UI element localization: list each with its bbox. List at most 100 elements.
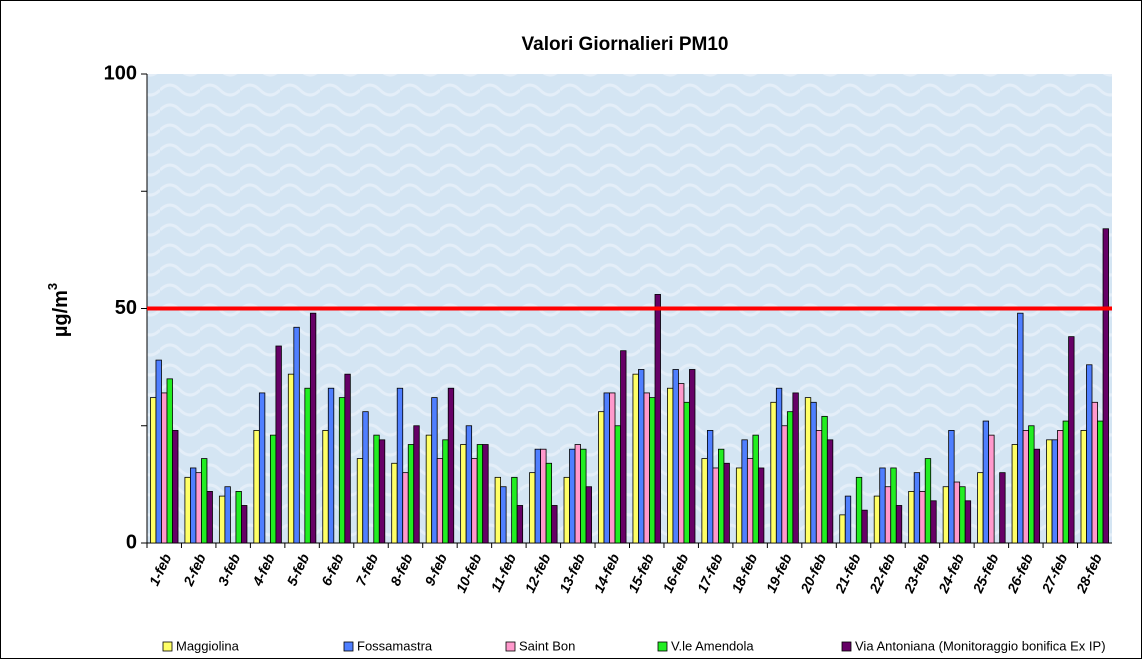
bar (964, 500, 972, 544)
legend-swatch (841, 641, 852, 652)
bar (654, 294, 661, 544)
y-tick-label: 50 (115, 297, 137, 319)
bar (494, 476, 502, 544)
bar (723, 462, 730, 544)
bar (1097, 420, 1104, 544)
bar (362, 411, 369, 544)
bar (235, 491, 242, 544)
bar (1022, 430, 1029, 544)
bar (919, 491, 926, 544)
bar (574, 444, 581, 544)
bar (309, 312, 317, 544)
bar (373, 434, 380, 544)
bar (953, 481, 961, 544)
y-axis-label: µg/m3 (45, 283, 72, 337)
bar (402, 472, 409, 544)
bar (500, 486, 507, 544)
bar (1011, 444, 1018, 544)
bar (287, 373, 295, 544)
bar (476, 444, 484, 544)
bar (632, 373, 639, 544)
bar (275, 345, 282, 544)
bar (861, 509, 868, 544)
bar (258, 392, 266, 544)
bar (269, 434, 277, 544)
bar (1017, 312, 1024, 544)
bar (551, 505, 558, 544)
bar (1102, 228, 1109, 544)
bar (643, 392, 650, 544)
bar (609, 392, 616, 544)
bar (378, 439, 386, 544)
bar (529, 472, 536, 544)
bar (649, 397, 656, 544)
bar (826, 439, 834, 544)
bar (890, 467, 897, 544)
bar (689, 369, 696, 544)
bar (620, 350, 627, 544)
bar (1086, 364, 1093, 544)
bar (786, 411, 794, 544)
bar (884, 486, 892, 544)
bar (638, 369, 645, 544)
bar (356, 458, 364, 544)
bar (781, 425, 788, 544)
bar (338, 397, 346, 544)
bar (1068, 336, 1075, 544)
legend-label: V.le Amendola (671, 638, 754, 653)
bar (770, 401, 777, 544)
bar (948, 430, 955, 544)
legend-label: Saint Bon (519, 638, 575, 653)
bar (396, 387, 404, 544)
bar (895, 505, 903, 544)
bar (735, 467, 743, 544)
bar (959, 486, 966, 544)
bar (436, 458, 444, 544)
bar (540, 448, 547, 544)
bar (810, 401, 817, 544)
bar (913, 472, 921, 544)
bar (206, 491, 213, 544)
legend-swatch (343, 641, 354, 652)
bar (701, 458, 708, 544)
y-label-sup: 3 (45, 283, 60, 290)
bar (821, 415, 828, 544)
bar (712, 467, 719, 544)
bar (327, 387, 335, 544)
bar (672, 369, 679, 544)
bar (545, 462, 553, 544)
bar (977, 472, 984, 544)
bar (667, 387, 674, 544)
bar (741, 439, 748, 544)
legend-label: Via Antoniana (Monitoraggio bonifica Ex … (855, 638, 1106, 653)
bar (683, 401, 690, 544)
bar (1080, 430, 1087, 544)
bar (322, 430, 329, 544)
bar (516, 505, 524, 544)
bar (942, 486, 950, 544)
bar (447, 387, 455, 544)
bar (879, 467, 886, 544)
bar (344, 373, 351, 544)
y-tick-label: 100 (104, 62, 137, 84)
bar (425, 434, 433, 544)
bar (161, 392, 168, 544)
y-tick-label: 0 (126, 531, 137, 553)
bar (1033, 448, 1041, 544)
bar (598, 411, 605, 544)
legend-swatch (657, 641, 668, 652)
bar (775, 387, 783, 544)
bar (172, 430, 179, 544)
bar (792, 392, 799, 544)
bar (930, 500, 937, 544)
bar (563, 476, 570, 544)
bar (839, 514, 846, 544)
bar (407, 444, 415, 544)
bar (1051, 439, 1058, 544)
bar (184, 476, 191, 544)
chart-title: Valori Giornalieri PM10 (522, 34, 729, 55)
bar (844, 495, 852, 544)
bar (534, 448, 541, 544)
bar (746, 458, 754, 544)
